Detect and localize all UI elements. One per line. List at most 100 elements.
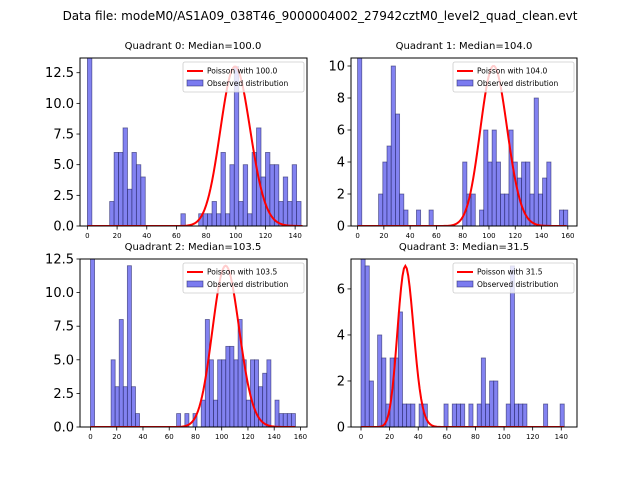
y-tick-label: 0: [337, 421, 345, 436]
y-tick-label: 4: [337, 328, 345, 343]
x-tick-label: 0: [88, 433, 92, 441]
histogram-bar: [542, 177, 548, 226]
quadrant-2-title: Quadrant 2: Median=103.5: [125, 242, 262, 253]
histogram-bar: [220, 152, 226, 226]
histogram-bar: [135, 164, 142, 226]
poisson-curve: [361, 263, 565, 427]
histogram-bar: [378, 193, 384, 226]
poisson-curve: [90, 264, 296, 427]
histogram-bar: [282, 176, 289, 226]
x-tick-label: 40: [142, 232, 151, 240]
axes-frame: [79, 258, 308, 428]
histogram-bar: [250, 359, 255, 427]
y-tick-label: 7.5: [53, 320, 74, 335]
x-tick-label: 0: [355, 232, 359, 240]
x-tick-label: 120: [241, 433, 254, 441]
y-tick-label: 10.0: [45, 97, 74, 112]
quadrant-3-panel: Quadrant 3: Median=31.5 0 20 40 60 80 100 120 1…: [337, 242, 578, 441]
histogram-bar: [397, 311, 403, 427]
quadrant-1-plot-area: [357, 58, 569, 226]
histogram-bar: [225, 345, 231, 427]
legend-observed-label: Observed distribution: [477, 79, 558, 88]
y-tick-label: 2.5: [53, 387, 74, 402]
y-tick-label: 5.0: [53, 158, 74, 173]
histogram-bar: [202, 213, 208, 226]
histogram-bar: [217, 359, 223, 427]
histogram-bar: [533, 97, 539, 226]
y-tick-label: 12.5: [45, 66, 74, 81]
histogram-bar: [456, 403, 461, 427]
x-tick-label: 100: [497, 433, 510, 441]
x-tick-label: 140: [535, 232, 548, 240]
histogram-bar: [140, 176, 146, 226]
histogram-bar: [238, 201, 244, 226]
histogram-bar: [522, 403, 528, 427]
x-tick-label: 100: [229, 232, 242, 240]
quadrant-0-panel: Quadrant 0: Median=100.0 0 20 40 60 80 100 120…: [45, 41, 308, 240]
histogram-bar: [286, 413, 292, 427]
legend-bar-swatch: [456, 280, 474, 288]
quadrant-0-plot-area: [87, 58, 303, 226]
x-tick-label: 160: [294, 433, 307, 441]
histogram-bar: [487, 161, 493, 226]
histogram-bar: [90, 259, 95, 427]
x-tick-label: 20: [113, 232, 122, 240]
histogram-bar: [122, 386, 128, 427]
histogram-bar: [265, 152, 271, 226]
x-tick-label: 100: [482, 232, 495, 240]
histogram-bar: [176, 413, 182, 427]
poisson-curve: [357, 65, 567, 226]
x-tick-label: 120: [509, 232, 522, 240]
x-tick-label: 120: [259, 232, 272, 240]
histogram-bar: [443, 403, 449, 427]
y-tick-label: 2: [337, 374, 345, 389]
figure-suptitle: Data file: modeM0/AS1A09_038T46_90000040…: [63, 9, 578, 23]
axes-frame: [350, 258, 578, 428]
histogram-bar: [273, 164, 280, 226]
legend-bar-swatch: [456, 79, 474, 87]
histogram-bar: [247, 213, 253, 226]
axes-frame: [79, 57, 308, 227]
histogram-bar: [207, 213, 213, 226]
legend-box: [182, 262, 305, 294]
histogram-bar: [200, 399, 206, 427]
legend-poisson-label: Poisson with 103.5: [207, 268, 277, 277]
x-tick-label: 100: [215, 433, 228, 441]
histogram-bar: [406, 403, 412, 427]
histogram-bar: [399, 193, 405, 226]
x-tick-label: 40: [414, 433, 423, 441]
histogram-bar: [381, 357, 387, 427]
legend-observed-label: Observed distribution: [477, 280, 558, 289]
histogram-bar: [126, 265, 132, 427]
histogram-bar: [211, 201, 217, 226]
histogram-bar: [245, 399, 251, 427]
x-tick-label: 40: [139, 433, 148, 441]
y-tick-label: 5.0: [53, 353, 74, 368]
histogram-bar: [109, 201, 115, 226]
histogram-bar: [213, 399, 219, 427]
histogram-bar: [229, 345, 235, 427]
histogram-bar: [563, 209, 569, 226]
quadrant-2-panel: Quadrant 2: Median=103.5 0 20 40 60 80 100 120…: [45, 242, 308, 441]
y-tick-label: 12.5: [45, 253, 74, 268]
quadrant-0-title: Quadrant 0: Median=100.0: [125, 41, 262, 52]
poisson-curve: [87, 65, 303, 226]
histogram-bar: [518, 403, 524, 427]
x-tick-label: 20: [112, 433, 121, 441]
histogram-bar: [278, 413, 284, 427]
histogram-bar: [118, 319, 124, 427]
histogram-bar: [360, 259, 366, 427]
x-tick-label: 140: [268, 433, 281, 441]
histogram-bar: [135, 413, 140, 427]
legend-observed-label: Observed distribution: [207, 79, 288, 88]
histogram-bar: [233, 359, 239, 427]
legend-box: [452, 262, 575, 294]
x-tick-label: 40: [406, 232, 415, 240]
axes-frame: [350, 57, 578, 227]
quadrant-3-title: Quadrant 3: Median=31.5: [399, 242, 529, 253]
histogram-bar: [377, 334, 383, 427]
y-tick-label: 2.5: [53, 189, 74, 204]
x-tick-label: 0: [85, 232, 89, 240]
x-tick-label: 0: [359, 433, 363, 441]
histogram-bar: [131, 152, 137, 226]
